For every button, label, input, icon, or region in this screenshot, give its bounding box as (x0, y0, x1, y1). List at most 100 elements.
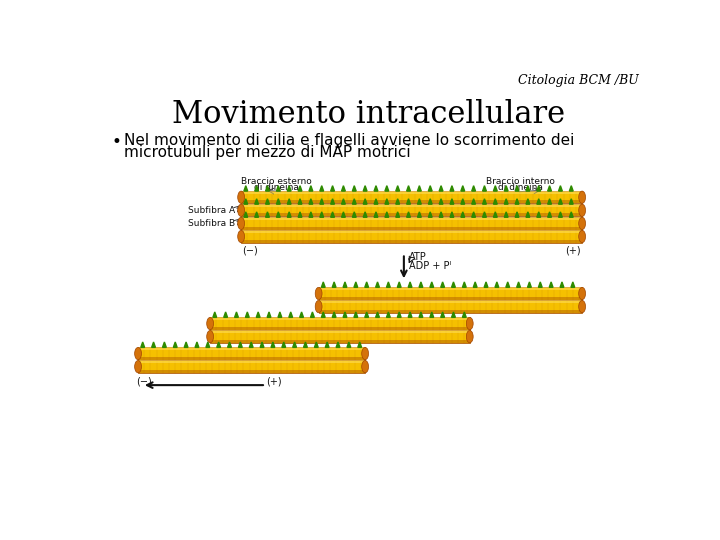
Polygon shape (407, 186, 410, 191)
Polygon shape (408, 282, 412, 287)
Bar (241, 217, 582, 230)
Ellipse shape (207, 330, 214, 343)
Polygon shape (228, 342, 231, 347)
Polygon shape (354, 312, 358, 318)
Polygon shape (184, 342, 188, 347)
Polygon shape (255, 186, 258, 191)
Polygon shape (298, 199, 302, 204)
Polygon shape (441, 312, 444, 318)
Polygon shape (548, 186, 552, 191)
Polygon shape (451, 282, 455, 287)
Polygon shape (195, 342, 199, 347)
Text: di dineina: di dineina (498, 183, 543, 192)
Polygon shape (570, 186, 573, 191)
Bar (319, 309, 582, 313)
Polygon shape (267, 312, 271, 318)
Polygon shape (493, 212, 498, 217)
Polygon shape (287, 212, 291, 217)
Polygon shape (354, 282, 358, 287)
Bar (210, 330, 469, 343)
Polygon shape (213, 312, 217, 318)
Polygon shape (341, 199, 346, 204)
Polygon shape (152, 342, 156, 347)
Polygon shape (330, 212, 335, 217)
Polygon shape (430, 282, 433, 287)
Polygon shape (310, 312, 315, 318)
Polygon shape (472, 199, 475, 204)
Polygon shape (418, 186, 421, 191)
Polygon shape (482, 199, 487, 204)
Bar (241, 191, 582, 204)
Polygon shape (560, 282, 564, 287)
Polygon shape (321, 312, 325, 318)
Polygon shape (235, 312, 238, 318)
Polygon shape (336, 342, 340, 347)
Polygon shape (271, 342, 275, 347)
Polygon shape (163, 342, 166, 347)
Polygon shape (276, 212, 280, 217)
Polygon shape (385, 199, 389, 204)
Polygon shape (450, 212, 454, 217)
Bar (319, 300, 582, 303)
Bar (210, 327, 469, 330)
Polygon shape (407, 212, 410, 217)
Polygon shape (419, 312, 423, 318)
Bar (138, 347, 365, 350)
Polygon shape (418, 212, 421, 217)
Polygon shape (493, 186, 498, 191)
Polygon shape (244, 212, 248, 217)
Polygon shape (495, 282, 499, 287)
Polygon shape (385, 186, 389, 191)
Polygon shape (408, 312, 412, 318)
Text: (+): (+) (565, 246, 580, 256)
Polygon shape (517, 282, 521, 287)
Bar (241, 213, 582, 217)
Polygon shape (473, 282, 477, 287)
Polygon shape (439, 186, 443, 191)
Polygon shape (363, 186, 367, 191)
Polygon shape (537, 186, 541, 191)
Text: Subfibra B: Subfibra B (188, 219, 235, 228)
Bar (210, 318, 469, 330)
Ellipse shape (467, 330, 473, 343)
Ellipse shape (238, 231, 245, 242)
Bar (210, 330, 469, 333)
Polygon shape (484, 282, 488, 287)
Ellipse shape (361, 361, 369, 373)
Polygon shape (396, 212, 400, 217)
Ellipse shape (579, 204, 585, 217)
Polygon shape (526, 186, 530, 191)
Bar (241, 217, 582, 220)
Ellipse shape (315, 287, 322, 300)
Bar (241, 204, 582, 207)
Text: Braccio interno: Braccio interno (486, 177, 554, 186)
Polygon shape (320, 199, 323, 204)
Bar (241, 231, 582, 242)
Ellipse shape (238, 191, 245, 204)
Polygon shape (341, 186, 346, 191)
Polygon shape (461, 212, 464, 217)
Ellipse shape (579, 300, 585, 313)
Polygon shape (418, 199, 421, 204)
Polygon shape (548, 199, 552, 204)
Polygon shape (428, 212, 432, 217)
Ellipse shape (579, 217, 585, 230)
Polygon shape (217, 342, 220, 347)
Polygon shape (276, 199, 280, 204)
Polygon shape (376, 312, 379, 318)
Bar (138, 370, 365, 373)
Polygon shape (428, 186, 432, 191)
Text: (−): (−) (243, 246, 258, 256)
Polygon shape (332, 282, 336, 287)
Polygon shape (343, 282, 347, 287)
Polygon shape (365, 312, 369, 318)
Polygon shape (352, 212, 356, 217)
Polygon shape (528, 282, 531, 287)
Polygon shape (266, 199, 269, 204)
Ellipse shape (238, 204, 245, 217)
Bar (319, 300, 582, 313)
Polygon shape (570, 199, 573, 204)
Bar (241, 191, 582, 194)
Text: (−): (−) (136, 377, 152, 387)
Polygon shape (396, 186, 400, 191)
